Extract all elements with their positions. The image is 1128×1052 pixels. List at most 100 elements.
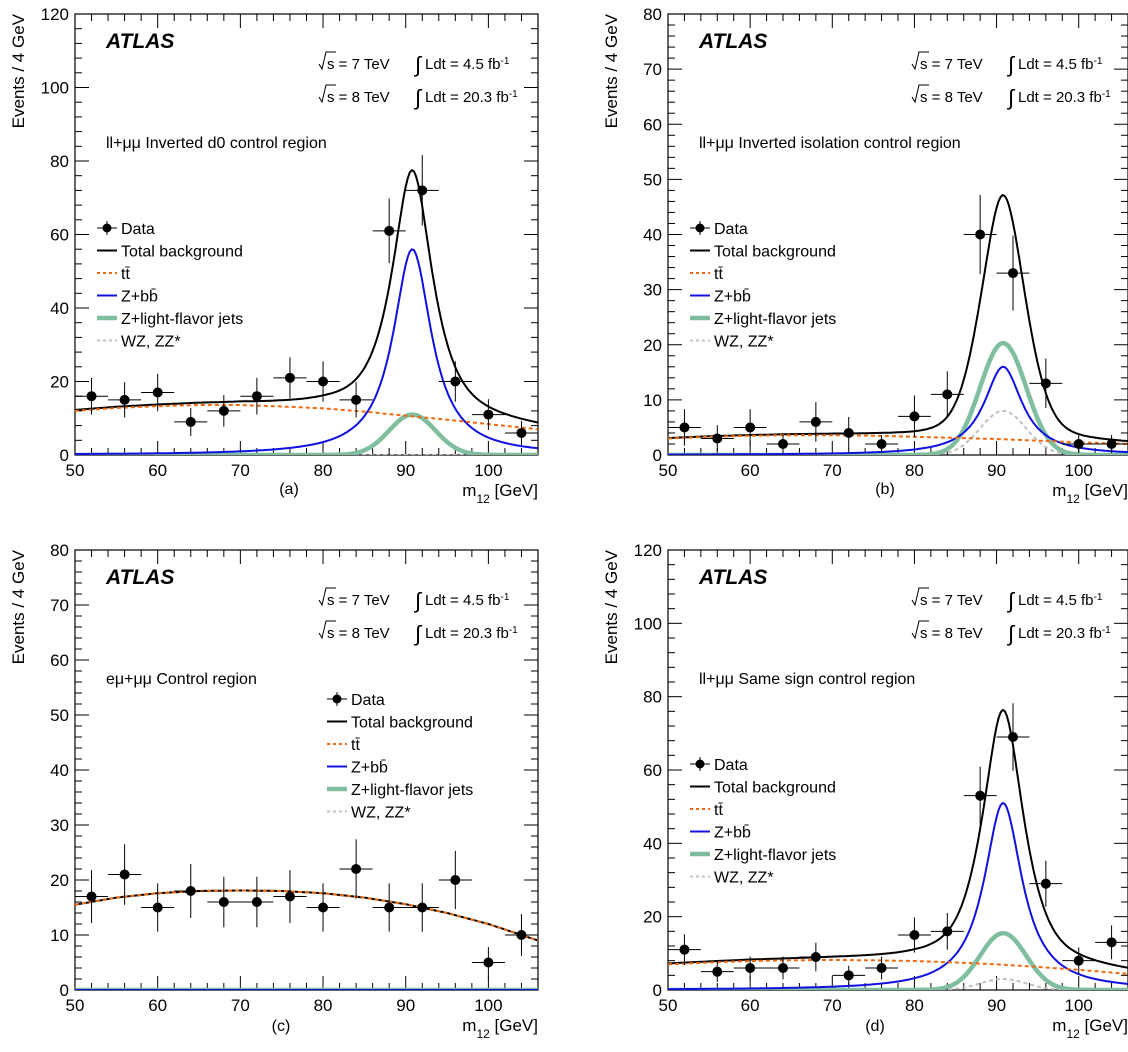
- ttbar-curve: [75, 404, 538, 431]
- data-point-marker: [810, 416, 821, 427]
- data-point: [963, 766, 997, 825]
- y-tick-label: 0: [60, 446, 69, 465]
- data-point: [174, 407, 208, 436]
- data-point: [273, 357, 307, 399]
- data-point-marker: [1073, 438, 1084, 449]
- data-point: [898, 917, 931, 953]
- data-point-marker: [975, 229, 986, 240]
- wzzz-curve: [668, 409, 1128, 455]
- data-point: [504, 420, 538, 446]
- atlas-label: ATLAS: [105, 566, 174, 589]
- y-tick-label: 40: [643, 834, 662, 853]
- plot-frame: [74, 549, 539, 991]
- chart-panel-4: 50 60 70 80 90 100 0 20 40 60 80 100 120 Events / 4 G…: [602, 541, 1128, 1041]
- data-point: [1062, 435, 1096, 453]
- y-tick-label: 100: [41, 79, 69, 98]
- y-tick-label: 20: [643, 908, 662, 927]
- y-tick-label: 60: [643, 761, 662, 780]
- legend-label-ttbar: tt̄: [351, 737, 360, 754]
- data-point: [668, 934, 701, 966]
- data-point-marker: [778, 963, 788, 973]
- data-point-marker: [318, 376, 329, 387]
- zlight-curve: [668, 930, 1128, 990]
- data-point: [339, 382, 373, 418]
- data-point: [898, 395, 931, 438]
- chart-panel-2: 50 60 70 80 90 100 0 10 20 30 40 50 60 70 80 Events / 4…: [602, 5, 1128, 506]
- integral-sign: ∫: [413, 52, 423, 77]
- sqrt-sign: [318, 51, 336, 71]
- legend-item-wzzz: WZ, ZZ*: [690, 334, 774, 351]
- legend-label-zbb: Z+bb̄: [351, 759, 388, 776]
- data-point-marker: [483, 409, 494, 420]
- x-tick-label: 60: [148, 996, 167, 1015]
- x-tick-label: 50: [659, 461, 678, 480]
- data-point: [471, 399, 505, 431]
- data-point: [930, 371, 964, 418]
- legend-item-ttbar: tt̄: [327, 737, 360, 754]
- x-tick-label: 70: [823, 996, 842, 1015]
- x-tick-label: 50: [66, 461, 85, 480]
- luminosity-text: Ldt = 4.5 fb-1: [1018, 56, 1103, 74]
- data-point-marker: [351, 394, 362, 405]
- y-tick-label: 60: [50, 651, 69, 670]
- x-tick-label: 90: [396, 461, 415, 480]
- y-tick-label: 20: [643, 336, 662, 355]
- sqrt-sign: [318, 620, 336, 640]
- data-point: [733, 956, 767, 980]
- sqrt-sign: [318, 84, 336, 104]
- data-point-marker: [1040, 378, 1051, 389]
- data-point-marker: [185, 416, 196, 427]
- x-tick-label: 80: [905, 996, 924, 1015]
- y-tick-label: 80: [643, 5, 662, 24]
- data-point: [799, 402, 833, 442]
- legend-label-data: Data: [714, 757, 748, 774]
- x-tick-label: 90: [987, 996, 1006, 1015]
- legend-label-total: Total background: [121, 244, 243, 261]
- data-point: [700, 961, 734, 982]
- data-point-marker: [810, 952, 821, 962]
- legend-item-total: Total background: [690, 244, 836, 261]
- panel-caption: (c): [272, 1018, 291, 1035]
- x-tick-label: 60: [148, 461, 167, 480]
- zbb-curve: [75, 248, 538, 455]
- data-point-marker: [679, 422, 690, 433]
- data-point-marker: [516, 427, 527, 438]
- x-tick-label: 50: [66, 996, 85, 1015]
- data-point: [273, 870, 307, 923]
- x-tick-label: 70: [231, 461, 250, 480]
- data-point: [996, 235, 1030, 311]
- panel-caption: (b): [875, 481, 895, 498]
- data-point-marker: [318, 902, 329, 913]
- x-tick-label: 80: [314, 996, 333, 1015]
- data-point: [963, 194, 997, 275]
- data-point-marker: [251, 897, 262, 907]
- legend-label-zbb: Z+bb̄: [121, 288, 158, 305]
- legend-item-ttbar: tt̄: [97, 266, 130, 283]
- data-point-marker: [351, 864, 362, 874]
- data-point: [207, 395, 241, 427]
- y-tick-label: 20: [50, 373, 69, 392]
- data-point-marker: [86, 891, 97, 902]
- x-tick-label: 100: [1065, 996, 1093, 1015]
- legend-item-zbb: Z+bb̄: [97, 288, 158, 306]
- y-tick-label: 30: [643, 281, 662, 300]
- data-point-marker: [516, 930, 527, 940]
- energy-text: s = 7 TeV: [327, 592, 390, 609]
- region-label: eμ+μμ Control region: [106, 671, 257, 688]
- data-point: [471, 947, 505, 978]
- data-point-marker: [712, 966, 723, 977]
- y-tick-label: 80: [50, 152, 69, 171]
- luminosity-text: Ldt = 20.3 fb-1: [1018, 89, 1111, 107]
- integral-sign: ∫: [1006, 52, 1016, 77]
- legend-label-zlight: Z+light-flavor jets: [351, 782, 473, 799]
- x-tick-label: 80: [905, 461, 924, 480]
- data-point: [832, 965, 866, 985]
- legend-label-data: Data: [714, 221, 748, 238]
- x-axis-label: m12 [GeV]: [1052, 481, 1128, 506]
- legend: Data Total background tt̄ Z+bb̄ Z+light-flav…: [327, 692, 473, 822]
- data-point: [1095, 925, 1128, 960]
- legend: Data Total background tt̄ Z+bb̄ Z+light-flav…: [97, 221, 243, 351]
- data-point: [1062, 947, 1096, 974]
- legend-data-marker: [695, 223, 705, 233]
